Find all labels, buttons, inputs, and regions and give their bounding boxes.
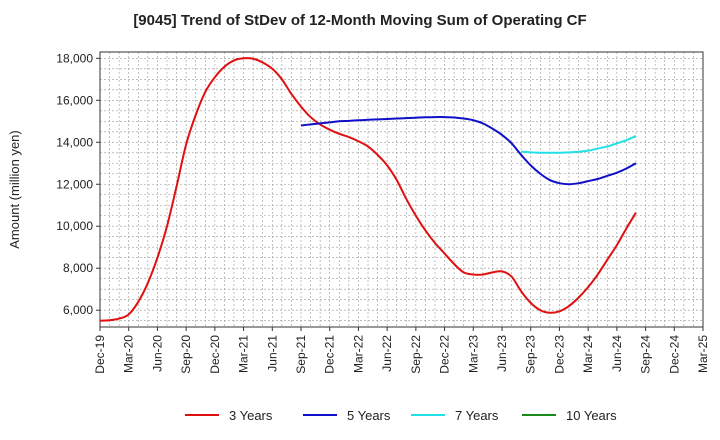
x-tick-label: Mar-21 (237, 335, 251, 373)
x-tick-label: Mar-23 (466, 335, 480, 373)
x-tick-label: Jun-21 (265, 335, 279, 372)
y-tick-label: 14,000 (56, 135, 93, 149)
x-tick-label: Mar-25 (696, 335, 710, 373)
chart-title: [9045] Trend of StDev of 12-Month Moving… (133, 12, 587, 29)
x-tick-label: Dec-23 (552, 335, 566, 374)
x-tick-label: Dec-24 (667, 335, 681, 374)
legend-label: 10 Years (566, 407, 617, 423)
legend-swatch (185, 414, 219, 416)
legend-label: 7 Years (455, 407, 499, 423)
grid-layer (100, 52, 703, 327)
x-tick-label: Jun-24 (610, 335, 624, 372)
legend: 3 Years 5 Years 7 Years 10 Years (0, 405, 720, 425)
legend-swatch (303, 414, 337, 416)
series-line-3-years (99, 57, 637, 322)
x-tick-label: Sep-22 (409, 335, 423, 374)
x-tick-label: Dec-22 (438, 335, 452, 374)
series-line-7-years (521, 135, 637, 154)
y-axis-title: Amount (million yen) (7, 130, 22, 249)
plot-area-frame (99, 51, 704, 328)
y-tick-label: 16,000 (56, 93, 93, 107)
x-tick-label: Jun-22 (380, 335, 394, 372)
x-tick-label: Mar-24 (581, 335, 595, 373)
x-tick-label: Dec-19 (93, 335, 107, 374)
legend-label: 5 Years (347, 407, 391, 423)
x-tick-label: Sep-21 (294, 335, 308, 374)
x-tick-label: Jun-23 (495, 335, 509, 372)
y-tick-label: 10,000 (56, 219, 93, 233)
x-tick-label: Mar-20 (122, 335, 136, 373)
x-tick-label: Sep-23 (524, 335, 538, 374)
series-layer (99, 57, 637, 322)
legend-item-3-years: 3 Years (185, 405, 272, 425)
y-tick-label: 6,000 (63, 303, 93, 317)
x-tick-label: Jun-20 (150, 335, 164, 372)
x-axis-ticks: Dec-19 Mar-20 Jun-20 Sep-20 Dec-20 Mar-21 Jun-… (93, 327, 710, 374)
x-tick-label: Dec-20 (208, 335, 222, 374)
y-tick-label: 18,000 (56, 51, 93, 65)
legend-item-5-years: 5 Years (303, 405, 390, 425)
legend-item-10-years: 10 Years (522, 405, 617, 425)
legend-swatch (522, 414, 556, 416)
x-tick-label: Mar-22 (351, 335, 365, 373)
x-tick-label: Sep-24 (639, 335, 653, 374)
y-tick-label: 8,000 (63, 261, 93, 275)
x-tick-label: Dec-21 (323, 335, 337, 374)
x-tick-label: Sep-20 (179, 335, 193, 374)
legend-swatch (411, 414, 445, 416)
series-line-5-years (300, 116, 637, 186)
legend-label: 3 Years (229, 407, 273, 423)
legend-item-7-years: 7 Years (411, 405, 498, 425)
y-tick-label: 12,000 (56, 177, 93, 191)
y-axis-ticks: 6,000 8,000 10,000 12,000 14,000 16,000 18,000 (56, 51, 100, 317)
